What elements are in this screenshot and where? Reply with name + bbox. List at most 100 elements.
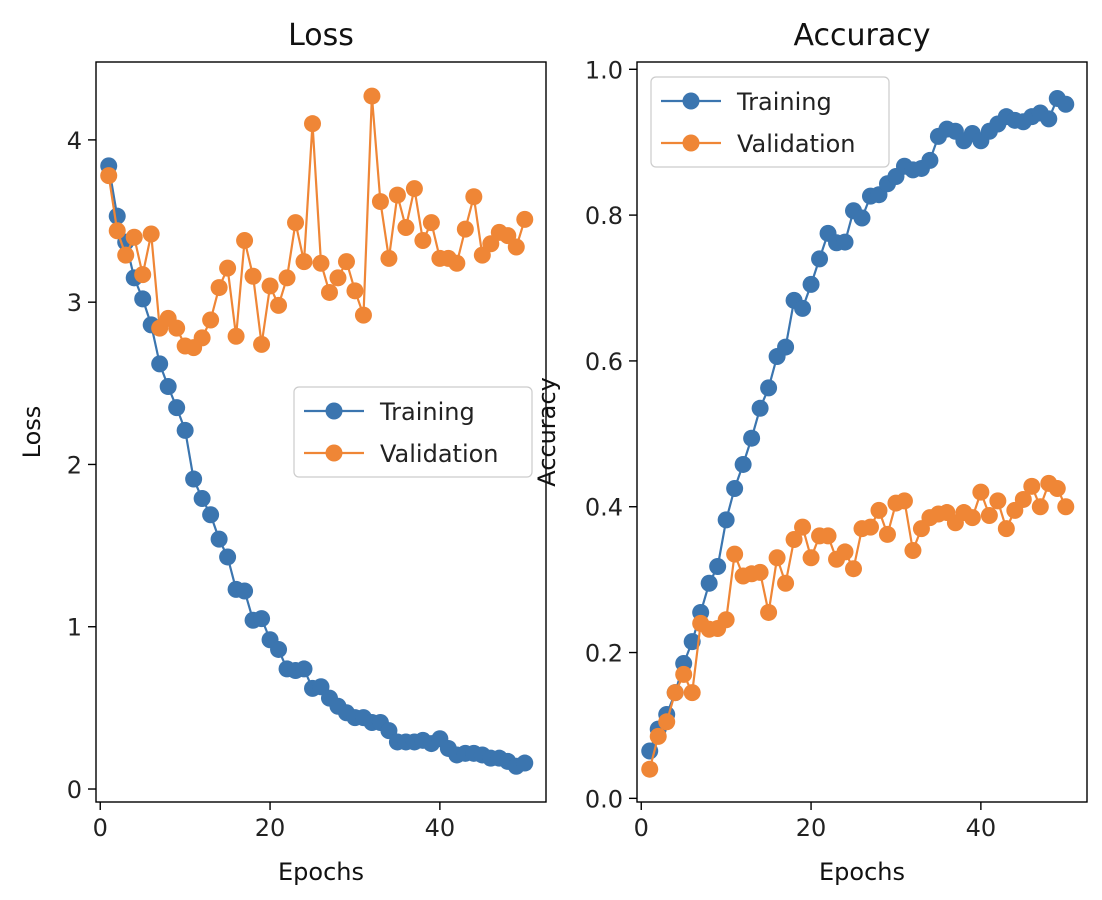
x-tick-label: 40 <box>425 814 456 842</box>
chart-title: Accuracy <box>794 18 931 53</box>
data-point-training <box>751 399 769 417</box>
data-point-validation <box>244 267 262 285</box>
y-tick-label: 1 <box>67 614 82 642</box>
y-tick-label: 1.0 <box>585 56 623 84</box>
data-point-validation <box>448 254 466 272</box>
data-point-training <box>202 506 220 524</box>
data-point-validation <box>287 214 305 232</box>
data-point-validation <box>717 611 735 629</box>
data-point-training <box>185 470 203 488</box>
x-axis-label: Epochs <box>278 858 364 886</box>
data-point-validation <box>777 574 795 592</box>
data-point-validation <box>329 269 347 287</box>
data-point-training <box>516 754 534 772</box>
plot-frame <box>95 61 547 803</box>
data-point-validation <box>785 531 803 549</box>
data-point-training <box>726 480 744 498</box>
chart-title: Loss <box>288 18 354 53</box>
data-point-training <box>836 233 854 251</box>
data-point-validation <box>337 253 355 271</box>
x-tick-label: 0 <box>93 814 108 842</box>
data-point-validation <box>972 483 990 501</box>
data-point-training <box>151 355 169 373</box>
data-point-validation <box>1023 477 1041 495</box>
data-point-validation <box>100 167 118 185</box>
data-point-validation <box>1048 480 1066 498</box>
data-point-validation <box>295 253 313 271</box>
data-point-validation <box>363 87 381 105</box>
data-point-validation <box>989 492 1007 510</box>
loss-chart: 0 20 40 0 1 2 3 4 Loss Epochs Loss Training Validati… <box>18 18 547 886</box>
legend-marker-validation <box>325 444 343 462</box>
data-point-training <box>700 574 718 592</box>
legend-label-validation: Validation <box>737 130 856 158</box>
data-point-validation <box>768 549 786 567</box>
data-point-validation <box>649 727 667 745</box>
data-point-training <box>159 378 177 396</box>
x-axis-label: Epochs <box>819 858 905 886</box>
data-point-validation <box>904 541 922 559</box>
data-point-validation <box>845 560 863 578</box>
data-point-training <box>853 209 871 227</box>
data-point-training <box>717 511 735 529</box>
data-point-validation <box>422 214 440 232</box>
data-point-validation <box>210 279 228 297</box>
y-tick-label: 0.2 <box>585 640 623 668</box>
data-point-training <box>1057 95 1075 113</box>
data-point-validation <box>142 225 160 243</box>
data-point-validation <box>125 228 143 246</box>
data-point-validation <box>236 232 254 250</box>
data-point-validation <box>465 188 483 206</box>
data-point-validation <box>414 232 432 250</box>
data-point-training <box>811 250 829 268</box>
data-point-validation <box>397 219 415 237</box>
data-point-validation <box>980 506 998 524</box>
data-point-training <box>743 429 761 447</box>
data-point-training <box>270 640 288 658</box>
data-point-training <box>134 290 152 308</box>
data-point-validation <box>108 222 126 240</box>
data-point-validation <box>1014 490 1032 508</box>
data-point-training <box>253 610 271 628</box>
data-point-training <box>1040 110 1058 128</box>
data-point-training <box>210 530 228 548</box>
y-tick-label: 3 <box>67 289 82 317</box>
data-point-training <box>295 660 313 678</box>
data-point-validation <box>794 518 812 536</box>
data-point-training <box>794 299 812 317</box>
legend: Training Validation <box>293 386 533 478</box>
legend-label-training: Training <box>379 398 475 426</box>
data-point-validation <box>134 266 152 284</box>
data-point-validation <box>278 269 296 287</box>
data-point-training <box>802 275 820 293</box>
data-point-validation <box>168 319 186 337</box>
y-axis-label: Accuracy <box>533 377 561 487</box>
data-point-validation <box>861 518 879 536</box>
data-point-validation <box>507 238 525 256</box>
data-point-validation <box>666 684 684 702</box>
legend-box <box>650 76 890 168</box>
y-tick-label: 0.0 <box>585 785 623 813</box>
data-point-training <box>108 207 126 225</box>
data-point-validation <box>878 525 896 543</box>
data-point-validation <box>456 220 474 238</box>
data-point-validation <box>683 684 701 702</box>
data-point-validation <box>227 327 245 345</box>
series-line-training <box>648 97 1067 752</box>
y-tick-label: 0.6 <box>585 348 623 376</box>
data-point-validation <box>193 329 211 347</box>
data-point-training <box>219 548 237 566</box>
legend-label-validation: Validation <box>380 440 499 468</box>
data-point-validation <box>726 545 744 563</box>
data-point-validation <box>751 563 769 581</box>
legend-marker-training <box>325 402 343 420</box>
data-point-validation <box>270 296 288 314</box>
y-tick-label: 0 <box>67 776 82 804</box>
data-point-validation <box>312 254 330 272</box>
x-tick-label: 20 <box>255 814 286 842</box>
data-point-validation <box>658 713 676 731</box>
data-point-validation <box>346 282 364 300</box>
y-tick-label: 0.4 <box>585 494 623 522</box>
legend-box <box>293 386 533 478</box>
